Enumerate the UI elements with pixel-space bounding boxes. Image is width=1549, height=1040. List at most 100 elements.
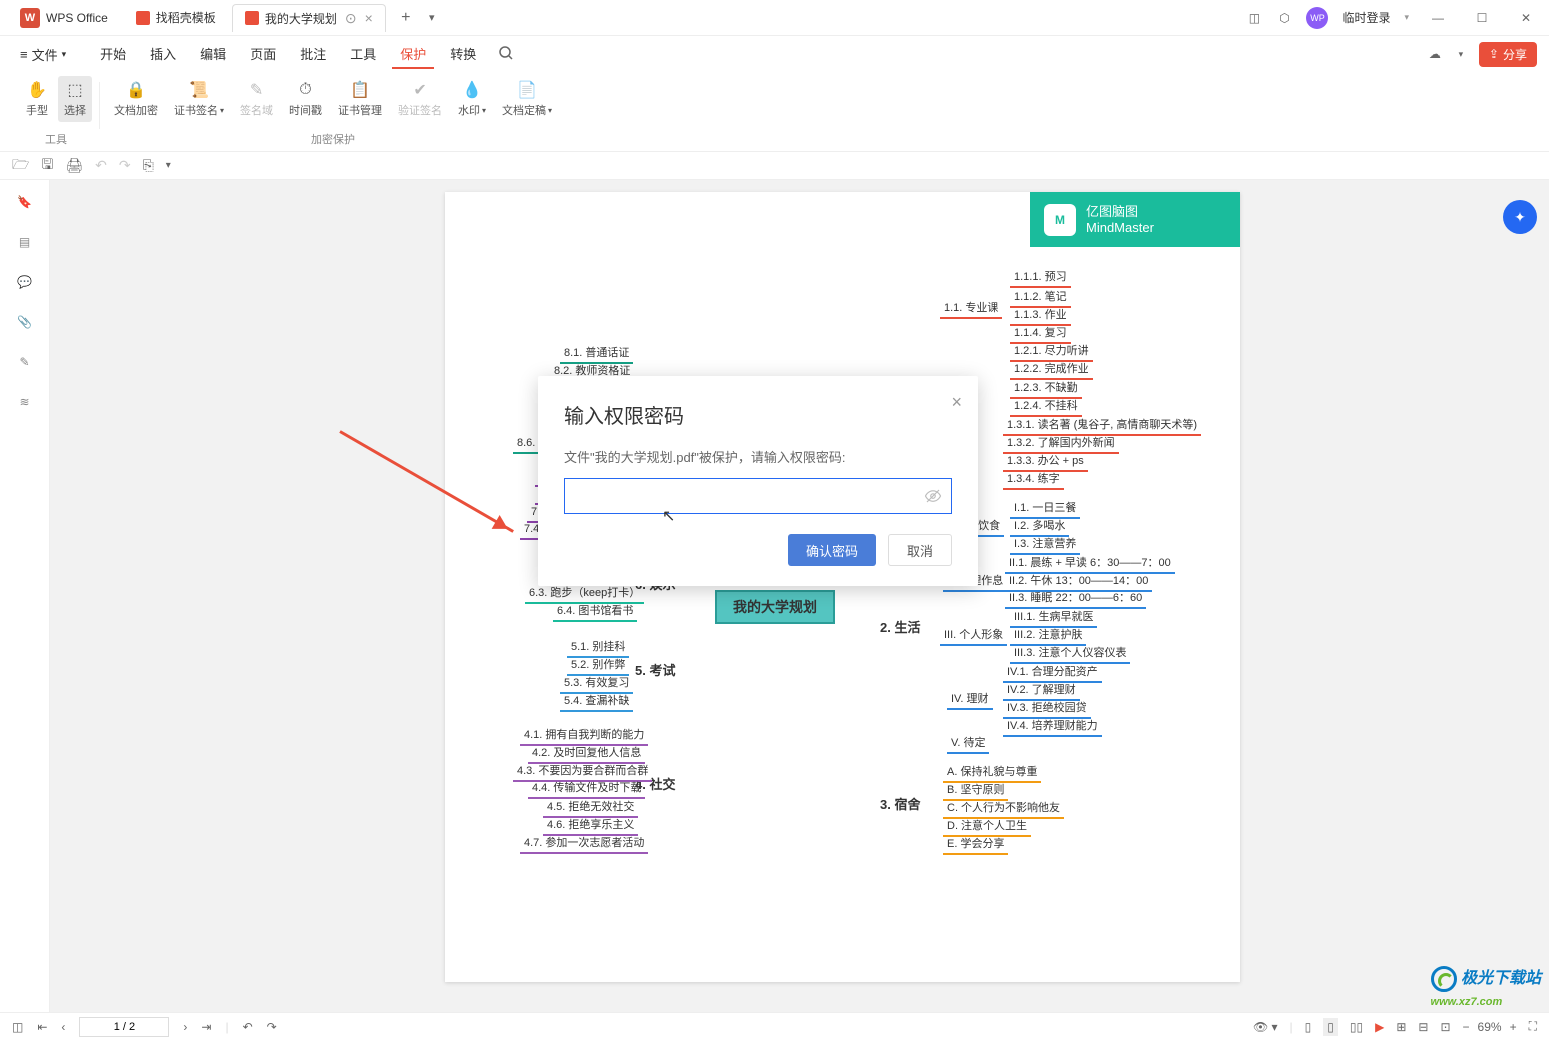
window-maximize-button[interactable]: ☐: [1467, 3, 1497, 33]
ribbon-签名域[interactable]: ✎签名域: [234, 76, 279, 122]
save-icon[interactable]: 🖫: [41, 154, 53, 178]
ribbon-选择[interactable]: ⬚选择: [58, 76, 92, 122]
tab-add-button[interactable]: +: [396, 8, 416, 28]
tab-document[interactable]: 我的大学规划 ⊙ ×: [232, 4, 386, 32]
leaf-node: 5.4. 查漏补缺: [560, 690, 633, 712]
fullscreen-icon[interactable]: ⛶: [1529, 1019, 1537, 1034]
dialog-close-button[interactable]: ×: [951, 392, 962, 413]
rotate-left-icon[interactable]: ↶: [243, 1020, 253, 1034]
menu-批注[interactable]: 批注: [292, 40, 334, 69]
panel-icon[interactable]: ◫: [1246, 10, 1262, 26]
ribbon-icon: ✔: [410, 80, 430, 100]
copy-icon[interactable]: ⎘: [143, 157, 154, 174]
workspace: 🔖 ▤ 💬 📎 ✎ ≋ M 亿图脑图 MindMaster 我的大学规划 2. …: [0, 180, 1549, 1012]
ribbon-文档加密[interactable]: 🔒文档加密: [108, 76, 164, 122]
site-watermark: 极光下载站 www.xz7.com: [1431, 964, 1541, 1010]
print-icon[interactable]: 🖨: [65, 157, 83, 174]
sidebar-toggle-icon[interactable]: ◫: [12, 1020, 23, 1034]
comment-icon[interactable]: 💬: [15, 272, 35, 292]
tab-close-icon[interactable]: ×: [365, 10, 373, 26]
search-icon[interactable]: [498, 45, 514, 64]
rotate-right-icon[interactable]: ↷: [267, 1020, 277, 1034]
ribbon-证书管理[interactable]: 📋 证书管理: [332, 76, 388, 122]
redo-icon[interactable]: ↷: [119, 157, 131, 174]
zoom-out-button[interactable]: −: [1463, 1020, 1470, 1034]
next-page-icon[interactable]: ›: [183, 1020, 187, 1034]
fit-width-icon[interactable]: ⊡: [1440, 1020, 1450, 1034]
view-mode-icon[interactable]: 👁 ▾: [1253, 1020, 1278, 1034]
single-page-icon[interactable]: ▯: [1305, 1020, 1312, 1034]
continuous-icon[interactable]: ▯: [1323, 1018, 1338, 1036]
tab-menu-button[interactable]: ▾: [422, 8, 442, 28]
first-page-icon[interactable]: ⇤: [37, 1020, 47, 1034]
leaf-node: 1.3.4. 练字: [1003, 468, 1064, 490]
login-status[interactable]: 临时登录: [1342, 9, 1390, 26]
menu-保护[interactable]: 保护: [392, 40, 434, 69]
ribbon-证书签名[interactable]: 📜证书签名 ▾: [168, 76, 230, 122]
ribbon-label: 验证签名: [398, 102, 442, 118]
ribbon-时间戳[interactable]: ⏱时间戳: [283, 76, 328, 122]
ribbon-文档定稿[interactable]: 📄文档定稿 ▾: [496, 76, 558, 122]
play-icon[interactable]: ▶: [1375, 1020, 1384, 1034]
site-brand: 极光下载站: [1461, 970, 1541, 987]
ribbon-label: 手型: [26, 102, 48, 118]
last-page-icon[interactable]: ⇥: [201, 1020, 211, 1034]
bookmark-icon[interactable]: 🔖: [15, 192, 35, 212]
window-close-button[interactable]: ✕: [1511, 3, 1541, 33]
password-input[interactable]: [564, 478, 952, 514]
signature-icon[interactable]: ✎: [15, 352, 35, 372]
pdf-icon: [245, 11, 259, 25]
canvas[interactable]: M 亿图脑图 MindMaster 我的大学规划 2. 生活3. 宿舍4. 社交…: [50, 180, 1549, 1012]
file-menu-button[interactable]: ≡ 文件 ▾: [12, 41, 74, 68]
thumbnail-icon[interactable]: ▤: [15, 232, 35, 252]
tab-templates[interactable]: 找稻壳模板: [124, 4, 228, 32]
ribbon-label: 证书管理: [338, 102, 382, 118]
ribbon-icon: 📋: [350, 80, 370, 100]
prev-page-icon[interactable]: ‹: [61, 1020, 65, 1034]
menu-编辑[interactable]: 编辑: [192, 40, 234, 69]
page-number-input[interactable]: [79, 1017, 169, 1037]
share-button[interactable]: ⇪ 分享: [1479, 42, 1537, 67]
ai-assistant-button[interactable]: ✦: [1503, 200, 1537, 234]
share-icon: ⇪: [1489, 47, 1499, 61]
statusbar: ◫ ⇤ ‹ › ⇥ | ↶ ↷ 👁 ▾ | ▯ ▯ ▯▯ ▶ ⊞ ⊟ ⊡ − 6…: [0, 1012, 1549, 1040]
app-tab[interactable]: W WPS Office: [8, 4, 120, 32]
user-avatar[interactable]: WP: [1306, 7, 1328, 29]
menu-工具[interactable]: 工具: [342, 40, 384, 69]
left-sidebar: 🔖 ▤ 💬 📎 ✎ ≋: [0, 180, 50, 1012]
layers-icon[interactable]: ≋: [15, 392, 35, 412]
menu-插入[interactable]: 插入: [142, 40, 184, 69]
ribbon-手型[interactable]: ✋ 手型: [20, 76, 54, 122]
open-icon[interactable]: 🗁: [12, 154, 29, 178]
app-name: WPS Office: [46, 11, 108, 25]
layout1-icon[interactable]: ⊞: [1396, 1020, 1406, 1034]
layout2-icon[interactable]: ⊟: [1418, 1020, 1428, 1034]
ribbon-icon: ✋: [27, 80, 47, 100]
menu-开始[interactable]: 开始: [92, 40, 134, 69]
branch-node: 5. 考试: [635, 660, 675, 679]
zoom-value: 69%: [1478, 1020, 1502, 1034]
menu-转换[interactable]: 转换: [442, 40, 484, 69]
two-page-icon[interactable]: ▯▯: [1350, 1020, 1363, 1034]
window-minimize-button[interactable]: —: [1423, 3, 1453, 33]
attachment-icon[interactable]: 📎: [15, 312, 35, 332]
zoom-in-button[interactable]: +: [1510, 1020, 1517, 1034]
ribbon-水印[interactable]: 💧水印 ▾: [452, 76, 492, 122]
ribbon-验证签名[interactable]: ✔ 验证签名: [392, 76, 448, 122]
site-url: www.xz7.com: [1431, 996, 1503, 1008]
cancel-button[interactable]: 取消: [888, 534, 952, 566]
confirm-button[interactable]: 确认密码: [788, 534, 876, 566]
more-icon[interactable]: ▾: [166, 160, 171, 171]
document-page: M 亿图脑图 MindMaster 我的大学规划 2. 生活3. 宿舍4. 社交…: [445, 192, 1240, 982]
cube-icon[interactable]: ⬡: [1276, 10, 1292, 26]
titlebar: W WPS Office 找稻壳模板 我的大学规划 ⊙ × + ▾ ◫ ⬡ WP…: [0, 0, 1549, 36]
history-icon[interactable]: ▾: [1453, 46, 1469, 62]
leaf-node: III. 个人形象: [940, 624, 1007, 646]
wps-logo-icon: W: [20, 8, 40, 28]
undo-icon[interactable]: ↶: [95, 157, 107, 174]
menu-页面[interactable]: 页面: [242, 40, 284, 69]
eye-icon[interactable]: [924, 487, 942, 508]
cloud-icon[interactable]: ☁: [1427, 46, 1443, 62]
branch-node: 2. 生活: [880, 617, 920, 636]
tab-menu-icon[interactable]: ⊙: [345, 10, 357, 27]
